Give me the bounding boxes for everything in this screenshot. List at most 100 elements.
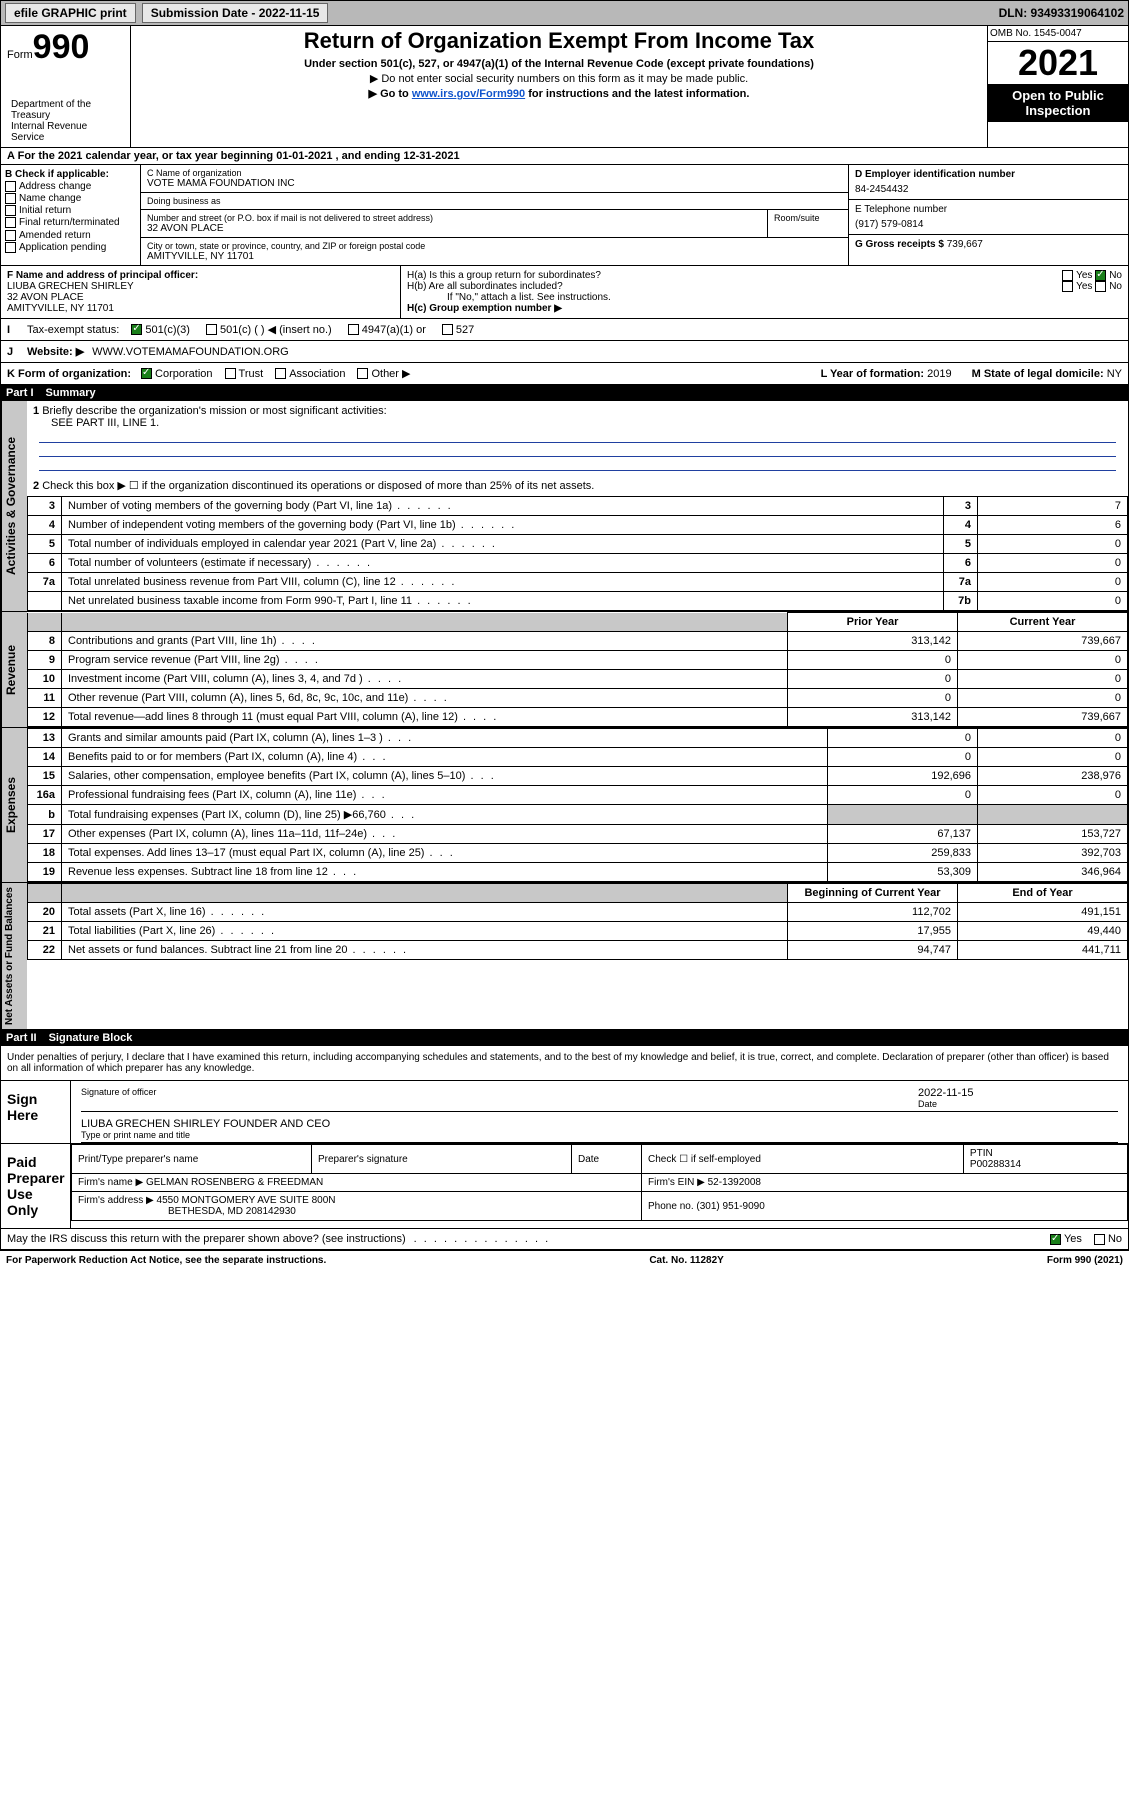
ha-label: H(a) Is this a group return for subordin…	[407, 270, 601, 281]
opt-trust: Trust	[239, 368, 264, 380]
form-number: 990	[33, 28, 90, 66]
omb-number: OMB No. 1545-0047	[988, 26, 1128, 42]
vlabel-expenses: Expenses	[1, 728, 27, 882]
ha-no[interactable]	[1095, 270, 1106, 281]
hc-label: H(c) Group exemption number ▶	[407, 303, 1122, 314]
ha-yes[interactable]	[1062, 270, 1073, 281]
table-row: 19Revenue less expenses. Subtract line 1…	[28, 863, 1128, 882]
chk-501c[interactable]	[206, 324, 217, 335]
table-header-row: Prior YearCurrent Year	[28, 613, 1128, 632]
section-k-l-m: K Form of organization: Corporation Trus…	[0, 363, 1129, 385]
tax-year-range: For the 2021 calendar year, or tax year …	[18, 150, 460, 162]
chk-527[interactable]	[442, 324, 453, 335]
chk-application-pending[interactable]: Application pending	[5, 242, 136, 253]
domicile-value: NY	[1107, 368, 1122, 380]
chk-name-change[interactable]: Name change	[5, 193, 136, 204]
chk-initial-return[interactable]: Initial return	[5, 205, 136, 216]
year-formation-value: 2019	[927, 368, 951, 380]
table-row: 16aProfessional fundraising fees (Part I…	[28, 786, 1128, 805]
discuss-row: May the IRS discuss this return with the…	[0, 1229, 1129, 1250]
opt-corporation: Corporation	[155, 368, 212, 380]
header-info-block: B Check if applicable: Address change Na…	[0, 165, 1129, 266]
discuss-label: May the IRS discuss this return with the…	[7, 1233, 406, 1245]
dba-label: Doing business as	[147, 196, 842, 206]
opt-other: Other ▶	[371, 367, 410, 380]
table-row: 21Total liabilities (Part X, line 26) . …	[28, 922, 1128, 941]
table-row: Net unrelated business taxable income fr…	[28, 592, 1128, 611]
hb-label: H(b) Are all subordinates included?	[407, 281, 563, 292]
vlabel-revenue: Revenue	[1, 612, 27, 727]
expenses-table: 13Grants and similar amounts paid (Part …	[27, 728, 1128, 882]
website-value: WWW.VOTEMAMAFOUNDATION.ORG	[92, 346, 289, 358]
room-label: Room/suite	[774, 213, 842, 223]
sig-officer-label: Signature of officer	[81, 1087, 918, 1097]
chk-501c3[interactable]	[131, 324, 142, 335]
org-name: VOTE MAMA FOUNDATION INC	[147, 178, 842, 189]
part-ii-title: Signature Block	[49, 1032, 133, 1044]
firm-addr: 4550 MONTGOMERY AVE SUITE 800N	[157, 1195, 336, 1206]
discuss-no[interactable]	[1094, 1234, 1105, 1245]
form-heading: Form990 Department of the Treasury Inter…	[0, 26, 1129, 148]
sig-date-label: Date	[918, 1099, 1118, 1109]
city-label: City or town, state or province, country…	[147, 241, 842, 251]
chk-trust[interactable]	[225, 368, 236, 379]
opt-association: Association	[289, 368, 345, 380]
table-row: 14Benefits paid to or for members (Part …	[28, 748, 1128, 767]
part-i-header: Part I Summary	[0, 385, 1129, 401]
section-b-label: B Check if applicable:	[5, 169, 136, 180]
form-footer: Form 990 (2021)	[1047, 1255, 1123, 1266]
netassets-table: Beginning of Current YearEnd of Year20To…	[27, 883, 1128, 960]
chk-final-return[interactable]: Final return/terminated	[5, 217, 136, 228]
sign-here-label: Sign Here	[1, 1081, 71, 1143]
section-c: C Name of organization VOTE MAMA FOUNDAT…	[141, 165, 848, 265]
page-footer: For Paperwork Reduction Act Notice, see …	[0, 1250, 1129, 1270]
tax-year: 2021	[988, 42, 1128, 84]
line-a-tax-year: A For the 2021 calendar year, or tax yea…	[0, 148, 1129, 165]
ssn-warning: ▶ Do not enter social security numbers o…	[137, 72, 981, 85]
table-row: 9Program service revenue (Part VIII, lin…	[28, 651, 1128, 670]
gross-receipts-value: 739,667	[947, 239, 983, 250]
self-employed-check[interactable]: Check ☐ if self-employed	[642, 1145, 964, 1174]
preparer-table: Print/Type preparer's name Preparer's si…	[71, 1144, 1128, 1221]
firm-city: BETHESDA, MD 208142930	[168, 1206, 296, 1217]
perjury-statement: Under penalties of perjury, I declare th…	[0, 1046, 1129, 1081]
chk-4947[interactable]	[348, 324, 359, 335]
chk-other[interactable]	[357, 368, 368, 379]
efile-button[interactable]: efile GRAPHIC print	[5, 3, 136, 23]
chk-address-change[interactable]: Address change	[5, 181, 136, 192]
netassets-block: Net Assets or Fund Balances Beginning of…	[0, 883, 1129, 1030]
table-row: 12Total revenue—add lines 8 through 11 (…	[28, 708, 1128, 727]
officer-label: F Name and address of principal officer:	[7, 270, 394, 281]
top-bar: efile GRAPHIC print Submission Date - 20…	[0, 0, 1129, 26]
chk-amended-return[interactable]: Amended return	[5, 230, 136, 241]
hb-yes[interactable]	[1062, 281, 1073, 292]
opt-501c3: 501(c)(3)	[145, 324, 190, 336]
chk-association[interactable]	[275, 368, 286, 379]
section-j: J Website: ▶ WWW.VOTEMAMAFOUNDATION.ORG	[0, 341, 1129, 363]
prep-phone-label: Phone no.	[648, 1201, 694, 1212]
officer-name: LIUBA GRECHEN SHIRLEY	[7, 281, 394, 292]
cat-number: Cat. No. 11282Y	[649, 1255, 723, 1266]
submission-date-button[interactable]: Submission Date - 2022-11-15	[142, 3, 329, 23]
firm-addr-label: Firm's address ▶	[78, 1195, 154, 1206]
discuss-yes[interactable]	[1050, 1234, 1061, 1245]
expenses-block: Expenses 13Grants and similar amounts pa…	[0, 728, 1129, 883]
part-ii-header: Part II Signature Block	[0, 1030, 1129, 1046]
irs-link[interactable]: www.irs.gov/Form990	[412, 88, 525, 100]
section-i: I Tax-exempt status: 501(c)(3) 501(c) ( …	[0, 319, 1129, 341]
phone-label: E Telephone number	[855, 204, 1122, 215]
domicile-label: M State of legal domicile:	[972, 368, 1104, 380]
prep-date-label: Date	[572, 1145, 642, 1174]
chk-corporation[interactable]	[141, 368, 152, 379]
sig-date: 2022-11-15	[918, 1087, 1118, 1099]
hb-no[interactable]	[1095, 281, 1106, 292]
table-row: 7aTotal unrelated business revenue from …	[28, 573, 1128, 592]
table-row: 5Total number of individuals employed in…	[28, 535, 1128, 554]
paid-preparer-block: Paid Preparer Use Only Print/Type prepar…	[0, 1144, 1129, 1229]
officer-typed-name: LIUBA GRECHEN SHIRLEY FOUNDER AND CEO	[81, 1118, 1118, 1130]
table-row: 13Grants and similar amounts paid (Part …	[28, 729, 1128, 748]
form-label: Form	[7, 49, 33, 61]
firm-ein-label: Firm's EIN ▶	[648, 1177, 705, 1188]
gross-receipts-label: G Gross receipts $	[855, 239, 944, 250]
return-title: Return of Organization Exempt From Incom…	[137, 28, 981, 54]
